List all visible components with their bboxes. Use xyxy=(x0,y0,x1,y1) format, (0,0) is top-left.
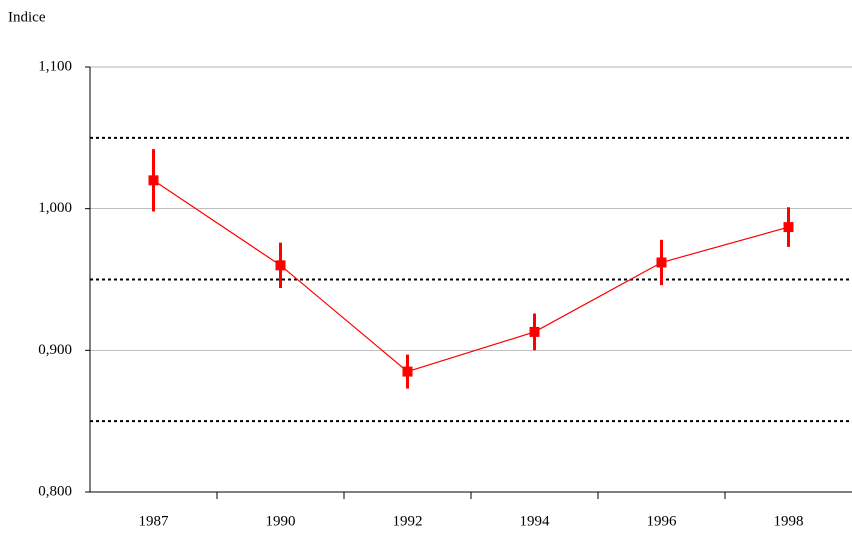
x-tick-label: 1994 xyxy=(520,513,551,529)
x-tick-label: 1992 xyxy=(393,513,423,529)
x-tick-label: 1998 xyxy=(774,513,804,529)
x-tick-label: 1996 xyxy=(647,513,678,529)
x-tick-label: 1990 xyxy=(266,513,296,529)
marker xyxy=(529,326,540,337)
y-tick-label: 1,000 xyxy=(38,200,72,216)
series-line xyxy=(153,179,789,373)
marker xyxy=(656,257,667,268)
y-tick-label: 1,100 xyxy=(38,58,72,74)
marker xyxy=(275,260,286,271)
x-tick-label: 1987 xyxy=(139,513,170,529)
marker xyxy=(148,175,159,186)
marker xyxy=(783,222,794,233)
y-tick-label: 0,900 xyxy=(38,342,72,358)
y-tick-label: 0,800 xyxy=(38,483,72,499)
marker xyxy=(402,366,413,377)
y-axis-label: Indice xyxy=(8,9,46,25)
